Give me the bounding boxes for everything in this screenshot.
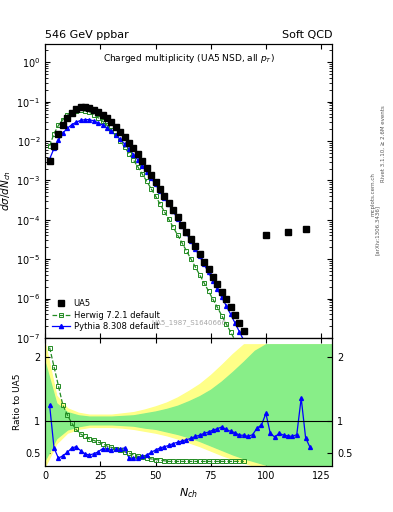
X-axis label: $N_{ch}$: $N_{ch}$ <box>179 486 198 500</box>
Text: Rivet 3.1.10, ≥ 2.6M events: Rivet 3.1.10, ≥ 2.6M events <box>381 105 386 182</box>
Text: UA5_1987_S1640666: UA5_1987_S1640666 <box>151 319 226 326</box>
Text: 546 GeV ppbar: 546 GeV ppbar <box>45 30 129 40</box>
Y-axis label: $d\sigma/dN_{ch}$: $d\sigma/dN_{ch}$ <box>0 170 13 211</box>
Text: mcplots.cern.ch: mcplots.cern.ch <box>370 173 375 217</box>
Text: Soft QCD: Soft QCD <box>282 30 332 40</box>
Y-axis label: Ratio to UA5: Ratio to UA5 <box>13 374 22 430</box>
Text: [arXiv:1306.3436]: [arXiv:1306.3436] <box>375 205 380 255</box>
Text: Charged multiplicity (UA5 NSD, all $p_T$): Charged multiplicity (UA5 NSD, all $p_T$… <box>103 52 275 66</box>
Legend: UA5, Herwig 7.2.1 default, Pythia 8.308 default: UA5, Herwig 7.2.1 default, Pythia 8.308 … <box>50 297 162 334</box>
